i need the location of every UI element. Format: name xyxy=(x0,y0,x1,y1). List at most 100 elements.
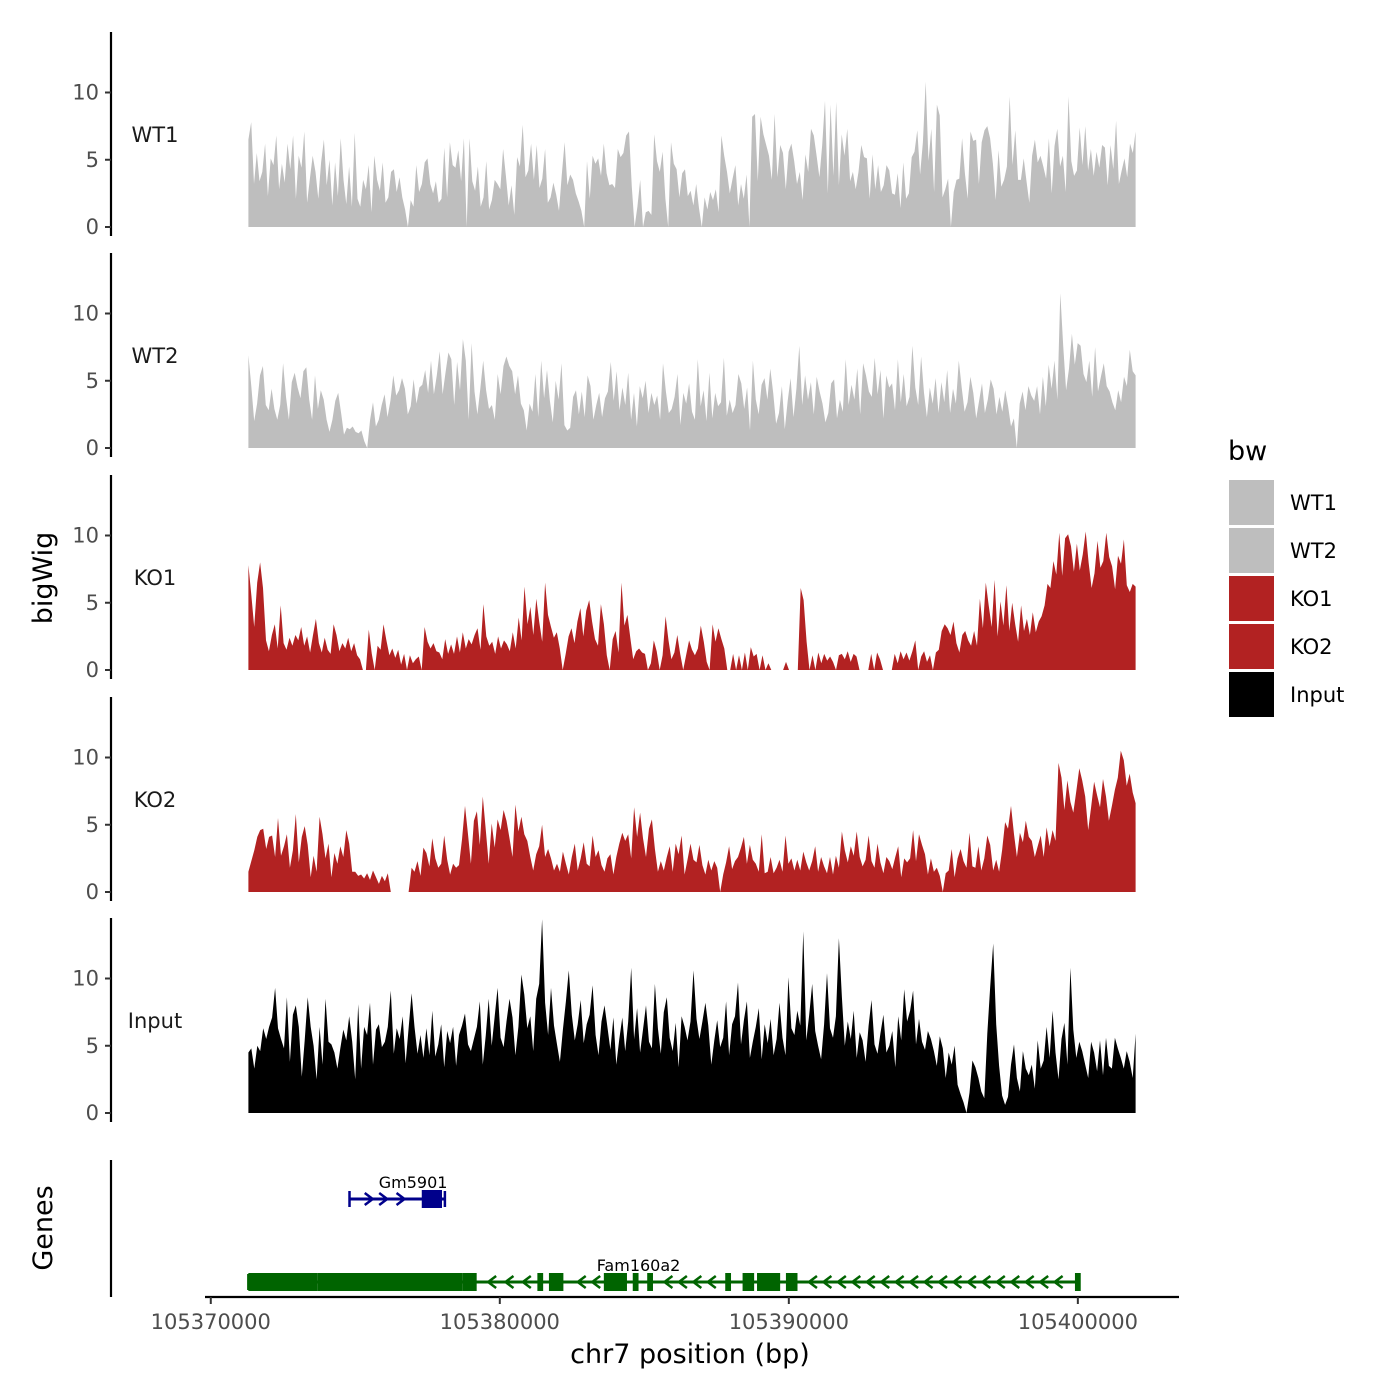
track-panel-ko2: 0 5 10 KO2 xyxy=(72,697,1136,904)
track-label-wt1: WT1 xyxy=(132,123,179,147)
strand-arrow xyxy=(1023,1275,1035,1289)
signal-area-wt2 xyxy=(248,293,1136,448)
gene-exon xyxy=(548,1273,564,1291)
strand-arrow xyxy=(835,1275,847,1289)
y-axis-title: bigWig xyxy=(28,532,59,625)
gene-exon xyxy=(317,1273,463,1291)
gene-gm5901: Gm5901 xyxy=(348,1173,448,1208)
strand-arrow xyxy=(893,1275,905,1289)
strand-arrow xyxy=(821,1275,833,1289)
strand-arrow xyxy=(908,1275,919,1289)
strand-arrow xyxy=(951,1275,963,1289)
signal-area-ko2 xyxy=(248,750,1136,892)
gene-exon xyxy=(785,1273,798,1291)
x-tick-label: 105390000 xyxy=(729,1310,849,1334)
strand-arrow xyxy=(1052,1275,1064,1289)
strand-arrow xyxy=(879,1275,890,1289)
y-tick-label: 10 xyxy=(72,746,99,770)
legend-label-wt2: WT2 xyxy=(1290,539,1337,563)
gene-exon xyxy=(647,1273,653,1291)
strand-arrow xyxy=(662,1275,674,1289)
y-tick-label: 10 xyxy=(72,967,99,991)
strand-arrow xyxy=(503,1275,515,1289)
y-tick-label: 5 xyxy=(86,1034,99,1058)
y-tick-label: 5 xyxy=(86,591,99,615)
genes-axis-title: Genes xyxy=(28,1185,59,1270)
y-tick-label: 0 xyxy=(86,880,99,904)
y-tick-label: 0 xyxy=(86,215,99,239)
legend-label-input: Input xyxy=(1290,683,1344,707)
x-tick-label: 105380000 xyxy=(440,1310,560,1334)
x-tick-label: 105370000 xyxy=(151,1310,271,1334)
strand-arrow xyxy=(575,1275,587,1289)
gene-exon xyxy=(537,1273,544,1291)
signal-area-input xyxy=(248,919,1136,1113)
gene-panel: Gm5901 Fam160a2 xyxy=(109,1160,1081,1297)
track-label-input: Input xyxy=(128,1009,182,1033)
gene-exon xyxy=(757,1273,781,1291)
legend-swatch-wt1 xyxy=(1229,480,1274,525)
strand-arrow xyxy=(994,1275,1006,1289)
legend-label-ko1: KO1 xyxy=(1290,587,1333,611)
y-tick-label: 5 xyxy=(86,148,99,172)
strand-arrow xyxy=(363,1192,375,1206)
signal-area-wt1 xyxy=(248,81,1136,227)
y-tick-label: 10 xyxy=(72,302,99,326)
track-label-ko2: KO2 xyxy=(134,788,177,812)
y-tick-label: 0 xyxy=(86,658,99,682)
y-tick-label: 5 xyxy=(86,369,99,393)
legend-label-ko2: KO2 xyxy=(1290,635,1333,659)
legend-swatch-ko2 xyxy=(1229,624,1274,669)
track-panel-wt1: 0 5 10 WT1 xyxy=(72,32,1136,239)
strand-arrow xyxy=(691,1275,703,1289)
strand-arrow xyxy=(590,1275,601,1289)
legend: WT1 WT2 KO1 KO2 Input xyxy=(1229,480,1344,717)
track-label-ko1: KO1 xyxy=(134,566,177,590)
strand-arrow xyxy=(965,1275,977,1289)
strand-arrow xyxy=(1009,1275,1021,1289)
legend-label-wt1: WT1 xyxy=(1290,491,1337,515)
strand-arrow xyxy=(395,1192,407,1206)
strand-arrow xyxy=(676,1275,688,1289)
track-panel-wt2: 0 5 10 WT2 xyxy=(72,253,1136,460)
gene-exon xyxy=(725,1273,732,1291)
strand-arrow xyxy=(864,1275,876,1289)
y-tick-label: 5 xyxy=(86,813,99,837)
gene-exon xyxy=(462,1273,477,1291)
legend-swatch-ko1 xyxy=(1229,576,1274,621)
gene-label-fam160a2: Fam160a2 xyxy=(597,1256,681,1275)
gene-fam160a2: Fam160a2 xyxy=(247,1256,1081,1291)
track-panel-input: 0 5 10 Input xyxy=(72,918,1136,1125)
strand-arrow xyxy=(850,1275,862,1289)
legend-title: bw xyxy=(1228,436,1267,467)
strand-arrow xyxy=(486,1275,497,1289)
gene-exon xyxy=(248,1273,318,1291)
track-panel-ko1: 0 5 10 KO1 xyxy=(72,475,1136,682)
y-tick-label: 0 xyxy=(86,436,99,460)
strand-arrow xyxy=(922,1275,934,1289)
legend-swatch-input xyxy=(1229,672,1274,717)
y-tick-label: 0 xyxy=(86,1101,99,1125)
strand-arrow xyxy=(980,1275,992,1289)
x-tick-label: 105400000 xyxy=(1018,1310,1138,1334)
gene-label-gm5901: Gm5901 xyxy=(379,1173,448,1192)
track-label-wt2: WT2 xyxy=(132,344,179,368)
gene-exon xyxy=(742,1273,755,1291)
strand-arrow xyxy=(705,1275,717,1289)
legend-swatch-wt2 xyxy=(1229,528,1274,573)
strand-arrow xyxy=(378,1192,390,1206)
gene-exon xyxy=(603,1273,627,1291)
strand-arrow xyxy=(806,1275,818,1289)
strand-arrow xyxy=(936,1275,948,1289)
gene-exon xyxy=(632,1273,639,1291)
x-axis-title: chr7 position (bp) xyxy=(570,1339,810,1370)
y-tick-label: 10 xyxy=(72,524,99,548)
y-tick-label: 10 xyxy=(72,81,99,105)
gene-exon xyxy=(1074,1273,1081,1291)
strand-arrow xyxy=(520,1275,532,1289)
signal-area-ko1 xyxy=(248,531,1136,670)
gene-exon xyxy=(421,1190,442,1208)
strand-arrow xyxy=(1038,1275,1049,1289)
